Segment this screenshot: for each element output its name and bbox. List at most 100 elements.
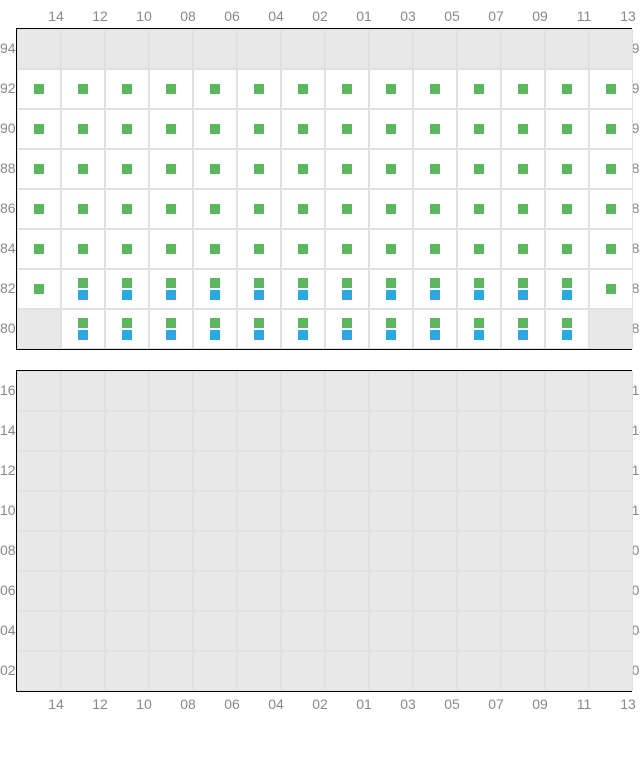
marker-green [34, 84, 44, 94]
cell-02-11 [545, 651, 589, 691]
cell-90-11 [545, 109, 589, 149]
row-label-left-06: 06 [0, 570, 16, 610]
marker-green [254, 164, 264, 174]
marker-green [122, 84, 132, 94]
cell-16-09 [501, 371, 545, 411]
marker-green [298, 84, 308, 94]
cell-08-14 [17, 531, 61, 571]
marker-green [210, 164, 220, 174]
panel-gap [0, 350, 640, 370]
cell-86-09 [501, 189, 545, 229]
cell-10-13 [589, 491, 633, 531]
cell-02-05 [413, 651, 457, 691]
cell-12-11 [545, 451, 589, 491]
cell-90-04 [237, 109, 281, 149]
cell-06-07 [457, 571, 501, 611]
marker-blue [166, 290, 176, 300]
cell-16-10 [105, 371, 149, 411]
cell-92-04 [237, 69, 281, 109]
cell-02-14 [17, 651, 61, 691]
marker-green [518, 124, 528, 134]
cell-04-03 [369, 611, 413, 651]
col-label-05: 05 [430, 8, 474, 24]
cell-84-09 [501, 229, 545, 269]
cell-80-01 [325, 309, 369, 349]
cell-82-12 [61, 269, 105, 309]
cell-14-03 [369, 411, 413, 451]
cell-06-03 [369, 571, 413, 611]
cell-04-05 [413, 611, 457, 651]
cell-02-08 [149, 651, 193, 691]
row-label-left-84: 84 [0, 228, 16, 268]
marker-green [342, 164, 352, 174]
marker-green [386, 204, 396, 214]
cell-10-06 [193, 491, 237, 531]
cell-92-06 [193, 69, 237, 109]
cell-02-09 [501, 651, 545, 691]
marker-green [78, 318, 88, 328]
cell-84-12 [61, 229, 105, 269]
marker-green [34, 284, 44, 294]
cell-04-04 [237, 611, 281, 651]
row-label-right-02: 02 [632, 650, 640, 690]
bottom-panel-grid [16, 370, 632, 692]
cell-08-06 [193, 531, 237, 571]
cell-08-10 [105, 531, 149, 571]
cell-90-02 [281, 109, 325, 149]
marker-green [78, 84, 88, 94]
cell-82-10 [105, 269, 149, 309]
cell-90-08 [149, 109, 193, 149]
cell-04-08 [149, 611, 193, 651]
row-label-right-84: 84 [632, 228, 640, 268]
cell-94-06 [193, 29, 237, 69]
col-label-04: 04 [254, 8, 298, 24]
cell-12-08 [149, 451, 193, 491]
cell-06-12 [61, 571, 105, 611]
cell-04-09 [501, 611, 545, 651]
cell-12-01 [325, 451, 369, 491]
cell-92-01 [325, 69, 369, 109]
cell-08-02 [281, 531, 325, 571]
col-label-03: 03 [386, 8, 430, 24]
cell-12-12 [61, 451, 105, 491]
cell-84-10 [105, 229, 149, 269]
cell-94-03 [369, 29, 413, 69]
cell-16-11 [545, 371, 589, 411]
cell-10-07 [457, 491, 501, 531]
cell-06-14 [17, 571, 61, 611]
cell-86-07 [457, 189, 501, 229]
cell-94-08 [149, 29, 193, 69]
marker-green [386, 244, 396, 254]
marker-green [254, 244, 264, 254]
cell-08-09 [501, 531, 545, 571]
marker-blue [430, 330, 440, 340]
marker-green [562, 318, 572, 328]
marker-green [298, 124, 308, 134]
cell-12-04 [237, 451, 281, 491]
cell-90-06 [193, 109, 237, 149]
cell-12-09 [501, 451, 545, 491]
marker-green [210, 204, 220, 214]
cell-82-09 [501, 269, 545, 309]
cell-80-02 [281, 309, 325, 349]
marker-green [518, 318, 528, 328]
cell-06-10 [105, 571, 149, 611]
marker-green [386, 278, 396, 288]
marker-green [474, 244, 484, 254]
marker-green [298, 278, 308, 288]
cell-10-08 [149, 491, 193, 531]
cell-84-06 [193, 229, 237, 269]
cell-12-10 [105, 451, 149, 491]
cell-92-10 [105, 69, 149, 109]
marker-green [210, 318, 220, 328]
marker-green [78, 204, 88, 214]
cell-84-04 [237, 229, 281, 269]
marker-green [298, 204, 308, 214]
marker-blue [122, 290, 132, 300]
marker-blue [254, 330, 264, 340]
marker-blue [518, 330, 528, 340]
row-label-left-94: 94 [0, 28, 16, 68]
row-label-left-08: 08 [0, 530, 16, 570]
cell-10-14 [17, 491, 61, 531]
marker-green [562, 164, 572, 174]
